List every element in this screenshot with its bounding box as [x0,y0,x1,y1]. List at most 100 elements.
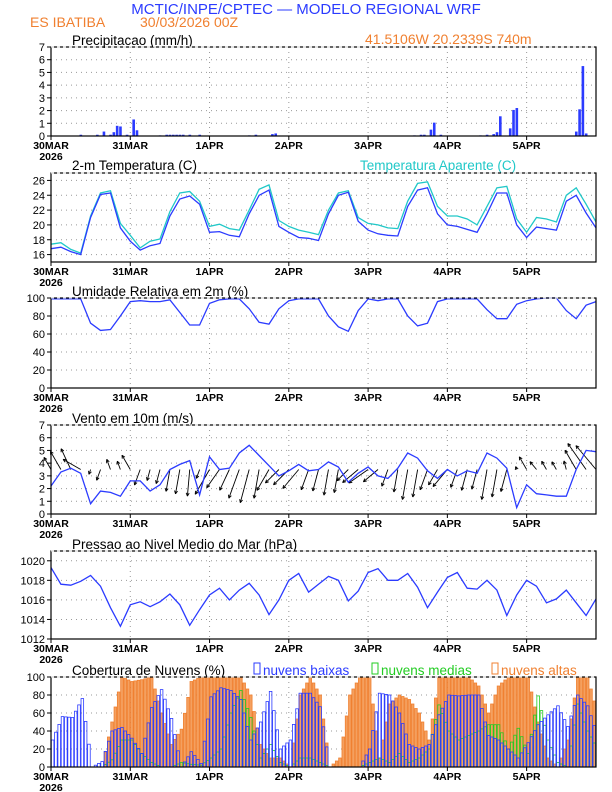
wind-arrow-head [219,487,223,491]
wind-arrow-head [567,443,572,446]
precip-bar [132,119,135,136]
wind-arrow-head [381,483,385,487]
wind-arrow-head [96,477,100,481]
plot-frame [50,297,597,389]
y-tick-label: 0 [39,762,45,774]
wind-arrow-head [264,479,268,484]
x-tick-label: 30MAR [33,771,69,783]
x-tick-label: 5APR [513,518,541,530]
wind-arrow-head [470,485,473,490]
y-tick-label: 1018 [21,575,45,587]
wind-arrow-head [311,487,314,492]
wind-arrow-head [196,475,200,479]
wind-arrow-head [567,443,569,447]
legend-low-label: nuvens baixas [263,663,350,678]
y-tick-label: 0 [39,509,45,521]
wind-arrow-head [363,480,367,483]
precip-bar [574,131,578,136]
wind-arrow-head [515,466,519,470]
main-title: MCTIC/INPE/CPTEC — MODELO REGIONAL WRF [131,1,480,18]
wind-arrow [206,469,220,488]
wind-arrow-head [165,488,169,492]
low-cloud-bar [87,743,91,768]
wind-arrow-head [393,488,397,493]
wind-arrow [146,469,151,481]
y-tick-label: 24 [33,190,45,202]
wind-arrow [228,469,240,499]
low-cloud-bar [54,731,58,768]
pressure-line [50,567,597,628]
station-name: ES IBATIBA [30,14,106,30]
pressure-panel: 1012 1014 1016 1018 1020 30MAR 31MAR 1APR 2APR 3A… [21,550,597,666]
wind-arrow-head [323,492,327,496]
wind-arrow [282,469,300,489]
x-year-label: 2026 [39,403,63,415]
low-cloud-bar [552,708,557,768]
wind-arrow-head [312,488,316,492]
y-tick-label: 22 [33,205,45,217]
wind-arrow [461,469,468,491]
wind-arrow-head [461,487,465,491]
high-cloud-bar [341,736,345,768]
precip-bar [508,128,512,136]
wind-arrow-head [253,495,257,499]
wind-arrow-head [471,486,475,490]
x-year-label: 2026 [39,151,63,163]
wind-arrow-head [332,489,335,493]
y-tick-label: 80 [33,690,45,702]
precip-bar [581,66,585,136]
wind-arrow [186,469,191,497]
x-tick-label: 3APR [354,518,382,530]
high-cloud-bar [196,678,200,768]
precip-bar [102,131,106,136]
wind-arrow-head [481,496,485,500]
y-tick-label: 18 [33,235,45,247]
precip-bar [172,134,175,136]
precip-bar [96,134,99,136]
y-tick-label: 20 [33,365,45,377]
y-tick-label: 1 [39,118,45,130]
y-tick-label: 7 [39,42,45,54]
x-year-label: 2026 [39,277,63,289]
low-cloud-bar [377,692,382,768]
precip-bar [423,134,426,136]
wind-arrow-head [342,479,345,483]
x-tick-label: 4APR [433,266,461,278]
precip-bar [188,134,192,136]
y-tick-label: 0 [39,131,45,143]
apparent-temp-legend: Temperatura Aparente (C) [360,158,516,173]
wind-arrow [491,469,498,498]
plot-frame [50,424,597,515]
wind-arrow-head [563,460,567,464]
low-cloud-bar [57,724,61,768]
wind-arrow-head [282,486,287,489]
x-tick-label: 4APR [433,140,461,152]
x-tick-label: 30MAR [33,140,69,152]
x-tick-label: 1APR [196,771,224,783]
wind-arrow-head [450,484,454,488]
wind-arrow [50,451,62,470]
x-tick-label: 31MAR [112,771,148,783]
wind-arrow-head [348,481,353,484]
wind-arrow-head [175,490,178,495]
wind-arrow-head [187,492,190,497]
wind-arrow-head [256,488,261,491]
y-tick-label: 3 [39,93,45,105]
wind-arrow [323,469,329,496]
wind-arrow-head [432,484,437,487]
wind-arrow-head [60,448,65,452]
x-year-label: 2026 [39,654,63,666]
x-tick-label: 31MAR [112,518,148,530]
wind-arrow [342,469,359,483]
plot-frame [50,550,597,640]
x-year-label: 2026 [39,529,63,541]
precip-bar [429,129,433,136]
wind-arrow-head [228,495,232,499]
x-tick-label: 5APR [513,643,541,655]
wind-arrow-head [155,480,159,484]
wind-arrow-head [500,488,504,492]
wind-arrow-head [519,456,523,460]
y-tick-label: 1012 [21,634,45,646]
low-cloud-bar [70,717,75,768]
wind-arrow-head [146,477,148,481]
